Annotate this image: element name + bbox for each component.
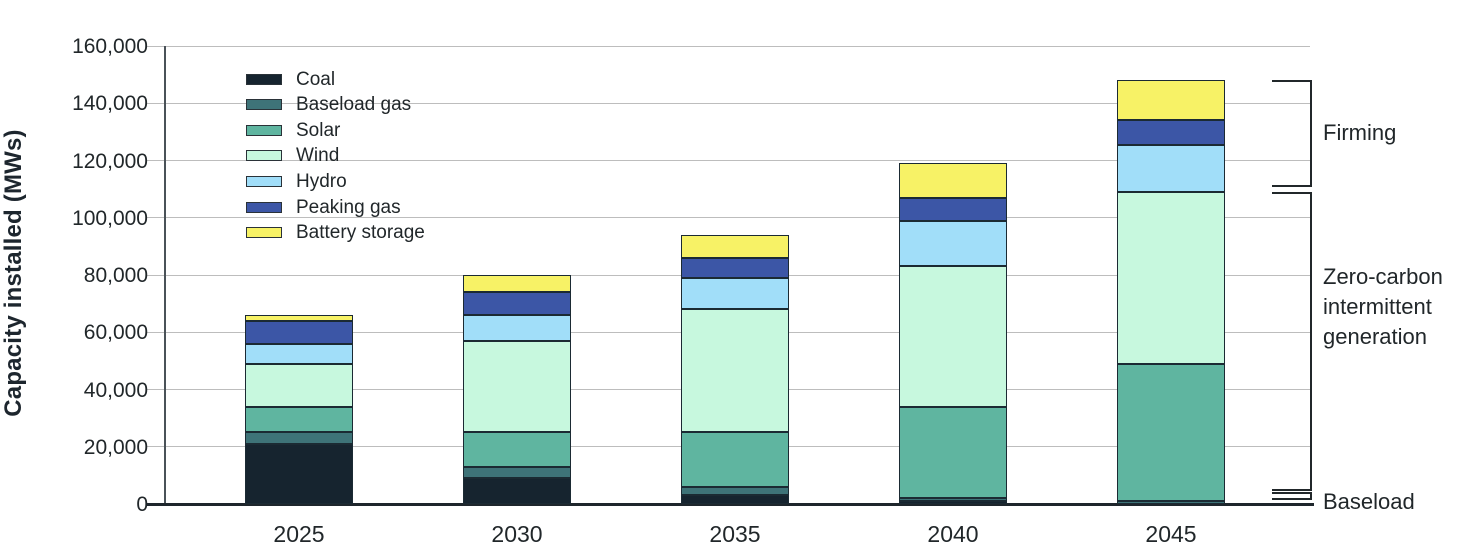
bar-segment-hydro — [681, 277, 789, 310]
bar-segment-wind — [1117, 191, 1225, 364]
legend-label: Hydro — [296, 170, 347, 192]
bar-segment-baseload-gas — [899, 498, 1007, 502]
annotation-line: generation — [1323, 324, 1427, 349]
gridline — [146, 102, 1310, 104]
bar-segment-hydro — [463, 315, 571, 341]
bar-segment-hydro — [899, 220, 1007, 267]
y-tick-label: 40,000 — [83, 378, 148, 402]
legend-swatch-battery-storage — [246, 227, 282, 239]
x-tick-label: 2040 — [927, 521, 979, 547]
legend-swatch-baseload-gas — [246, 99, 282, 111]
annotation-label-zero-carbon: Zero-carbon intermittent generation — [1323, 262, 1443, 352]
legend-swatch-solar — [246, 124, 282, 136]
bar-segment-battery-storage — [899, 163, 1007, 198]
x-tick-label: 2035 — [709, 521, 761, 547]
bracket-zero-carbon — [1272, 192, 1312, 491]
y-tick-label: 120,000 — [72, 149, 148, 173]
y-tick-label: 100,000 — [72, 206, 148, 230]
x-axis-line — [146, 503, 1314, 506]
legend-label: Peaking gas — [296, 196, 401, 218]
bar-segment-hydro — [245, 343, 353, 364]
bar-segment-coal — [681, 495, 789, 504]
bar-segment-solar — [245, 406, 353, 433]
y-axis-title: Capacity installed (MWs) — [0, 129, 27, 417]
annotation-line: Zero-carbon — [1323, 264, 1443, 289]
y-tick-label: 20,000 — [83, 435, 148, 459]
y-tick-label: 0 — [136, 493, 148, 516]
y-tick-label: 160,000 — [72, 35, 148, 58]
bar-segment-wind — [245, 363, 353, 407]
bar-segment-coal — [463, 478, 571, 504]
y-axis-line — [164, 46, 166, 504]
x-tick-label: 2045 — [1145, 521, 1197, 547]
annotation-label-baseload: Baseload — [1323, 489, 1415, 514]
bar-segment-baseload-gas — [245, 432, 353, 444]
legend-label: Battery storage — [296, 222, 425, 244]
bar-segment-solar — [899, 406, 1007, 499]
y-tick-label: 60,000 — [83, 321, 148, 345]
bar-segment-wind — [681, 309, 789, 433]
bar-segment-peaking-gas — [245, 320, 353, 344]
bar-segment-peaking-gas — [1117, 120, 1225, 145]
y-tick-label: 80,000 — [83, 264, 148, 287]
gridline — [146, 45, 1310, 47]
bar-segment-coal — [245, 443, 353, 504]
x-tick-label: 2030 — [491, 521, 543, 547]
y-tick-label: 140,000 — [72, 92, 148, 116]
annotation-label-firming: Firming — [1323, 120, 1397, 145]
bar-segment-solar — [463, 432, 571, 467]
legend-swatch-peaking-gas — [246, 201, 282, 213]
legend-label: Coal — [296, 68, 336, 90]
annotation-line: intermittent — [1323, 294, 1432, 319]
bar-segment-baseload-gas — [681, 486, 789, 496]
bar-segment-peaking-gas — [899, 197, 1007, 221]
bar-segment-hydro — [1117, 144, 1225, 192]
bar-segment-baseload-gas — [1117, 501, 1225, 504]
legend-label: Baseload gas — [296, 94, 412, 116]
bar-segment-wind — [463, 340, 571, 433]
bar-segment-battery-storage — [1117, 80, 1225, 121]
bar-segment-wind — [899, 266, 1007, 407]
bracket-firming — [1272, 80, 1312, 187]
bar-segment-peaking-gas — [681, 257, 789, 278]
bar-segment-peaking-gas — [463, 292, 571, 316]
bracket-baseload — [1272, 492, 1312, 500]
legend-swatch-coal — [246, 73, 282, 85]
bar-segment-battery-storage — [245, 315, 353, 321]
legend-swatch-hydro — [246, 175, 282, 187]
gridline — [146, 160, 1310, 161]
legend-label: Solar — [296, 119, 341, 141]
legend-label: Wind — [296, 145, 340, 167]
x-tick-label: 2025 — [273, 521, 325, 547]
bar-segment-battery-storage — [463, 275, 571, 293]
bar-segment-coal — [899, 501, 1007, 504]
gridline — [146, 217, 1310, 219]
bar-segment-battery-storage — [681, 234, 789, 258]
bar-segment-solar — [681, 432, 789, 487]
bar-segment-baseload-gas — [463, 466, 571, 479]
legend-swatch-wind — [246, 150, 282, 162]
bar-segment-solar — [1117, 363, 1225, 502]
